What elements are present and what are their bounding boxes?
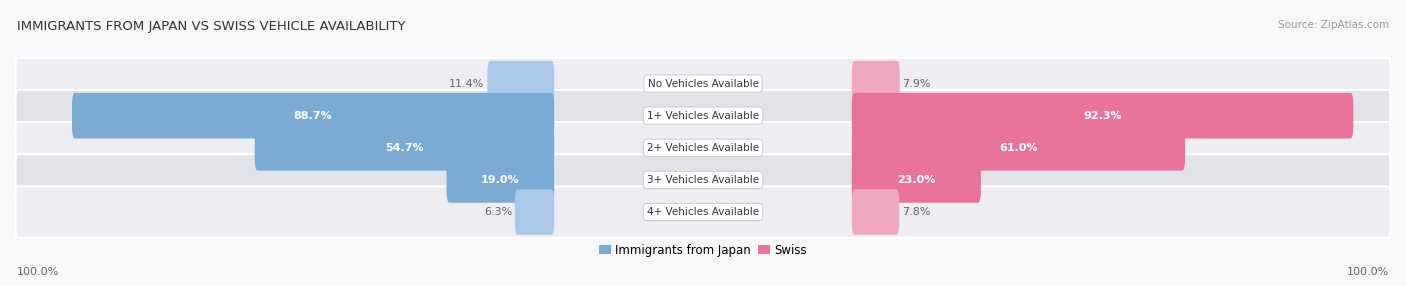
Text: 54.7%: 54.7%	[385, 143, 423, 153]
Text: 2+ Vehicles Available: 2+ Vehicles Available	[647, 143, 759, 153]
FancyBboxPatch shape	[72, 93, 554, 138]
Text: 6.3%: 6.3%	[484, 207, 512, 217]
FancyBboxPatch shape	[515, 189, 554, 235]
FancyBboxPatch shape	[852, 189, 900, 235]
FancyBboxPatch shape	[15, 122, 1391, 174]
FancyBboxPatch shape	[15, 58, 1391, 109]
Text: No Vehicles Available: No Vehicles Available	[648, 79, 758, 89]
Text: IMMIGRANTS FROM JAPAN VS SWISS VEHICLE AVAILABILITY: IMMIGRANTS FROM JAPAN VS SWISS VEHICLE A…	[17, 20, 405, 33]
Text: 4+ Vehicles Available: 4+ Vehicles Available	[647, 207, 759, 217]
Text: 1+ Vehicles Available: 1+ Vehicles Available	[647, 111, 759, 121]
Text: 7.8%: 7.8%	[903, 207, 931, 217]
FancyBboxPatch shape	[447, 157, 554, 203]
FancyBboxPatch shape	[852, 61, 900, 106]
FancyBboxPatch shape	[15, 186, 1391, 238]
FancyBboxPatch shape	[15, 154, 1391, 206]
FancyBboxPatch shape	[852, 125, 1185, 171]
Text: 61.0%: 61.0%	[1000, 143, 1038, 153]
Text: 3+ Vehicles Available: 3+ Vehicles Available	[647, 175, 759, 185]
FancyBboxPatch shape	[488, 61, 554, 106]
FancyBboxPatch shape	[15, 90, 1391, 141]
Legend: Immigrants from Japan, Swiss: Immigrants from Japan, Swiss	[593, 239, 813, 262]
FancyBboxPatch shape	[254, 125, 554, 171]
Text: 19.0%: 19.0%	[481, 175, 520, 185]
FancyBboxPatch shape	[852, 157, 981, 203]
Text: 92.3%: 92.3%	[1083, 111, 1122, 121]
Text: 11.4%: 11.4%	[450, 79, 485, 89]
Text: 7.9%: 7.9%	[903, 79, 931, 89]
Text: 88.7%: 88.7%	[294, 111, 332, 121]
FancyBboxPatch shape	[852, 93, 1354, 138]
Text: Source: ZipAtlas.com: Source: ZipAtlas.com	[1278, 20, 1389, 30]
Text: 100.0%: 100.0%	[1347, 267, 1389, 277]
Text: 100.0%: 100.0%	[17, 267, 59, 277]
Text: 23.0%: 23.0%	[897, 175, 935, 185]
